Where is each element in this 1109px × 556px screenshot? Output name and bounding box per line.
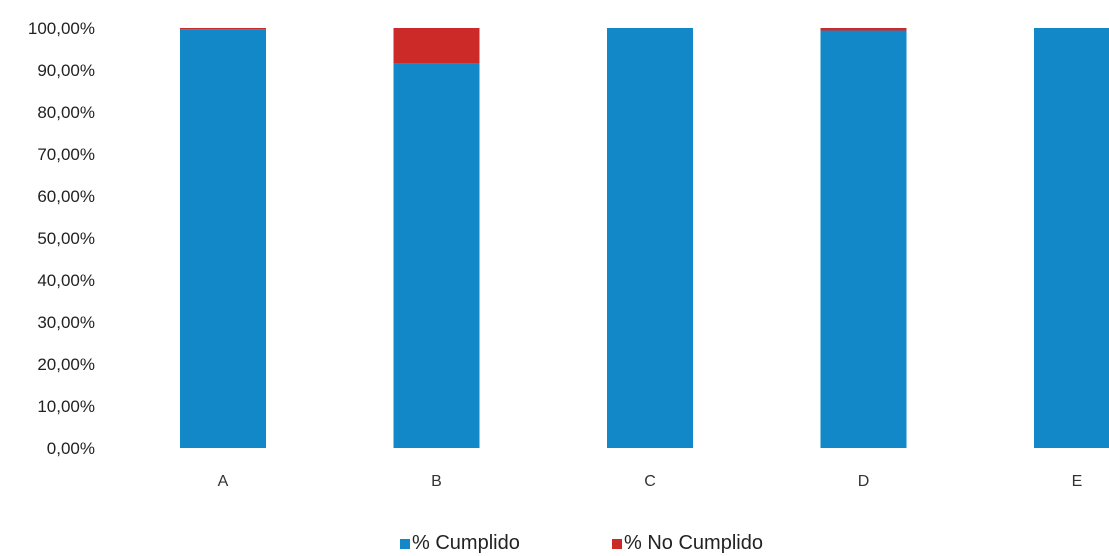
y-tick-label: 0,00%	[47, 439, 95, 458]
y-tick-label: 60,00%	[37, 187, 95, 206]
bar-segment-b-series-1	[393, 63, 480, 448]
legend-swatch	[612, 539, 622, 549]
y-tick-label: 40,00%	[37, 271, 95, 290]
x-category-label: A	[218, 473, 229, 490]
y-tick-label: 50,00%	[37, 229, 95, 248]
y-tick-label: 10,00%	[37, 397, 95, 416]
y-tick-label: 70,00%	[37, 145, 95, 164]
y-tick-label: 30,00%	[37, 313, 95, 332]
bar-segment-a-series-2	[180, 28, 266, 30]
y-tick-label: 100,00%	[28, 19, 95, 38]
bars	[180, 28, 1109, 449]
y-tick-label: 80,00%	[37, 103, 95, 122]
x-category-label: C	[644, 473, 656, 490]
y-tick-label: 20,00%	[37, 355, 95, 374]
y-tick-label: 90,00%	[37, 61, 95, 80]
legend-swatch	[400, 539, 410, 549]
bar-segment-a-series-1	[180, 29, 266, 448]
bar-segment-d-series-1	[820, 30, 907, 449]
legend-label: % No Cumplido	[624, 532, 763, 554]
x-axis: A B C D E	[218, 473, 1083, 490]
y-axis: 0,00% 10,00% 20,00% 30,00% 40,00% 50,00% 60,00…	[28, 19, 95, 458]
bar-segment-b-series-2	[393, 28, 480, 64]
bar-segment-d-series-2	[820, 28, 907, 31]
legend-label: % Cumplido	[412, 532, 520, 554]
x-category-label: E	[1072, 473, 1083, 490]
legend: % Cumplido % No Cumplido	[400, 532, 763, 554]
x-category-label: B	[431, 473, 442, 490]
x-category-label: D	[858, 473, 870, 490]
bar-segment-c-series-1	[607, 28, 693, 448]
bar-segment-e-series-1	[1034, 28, 1109, 448]
